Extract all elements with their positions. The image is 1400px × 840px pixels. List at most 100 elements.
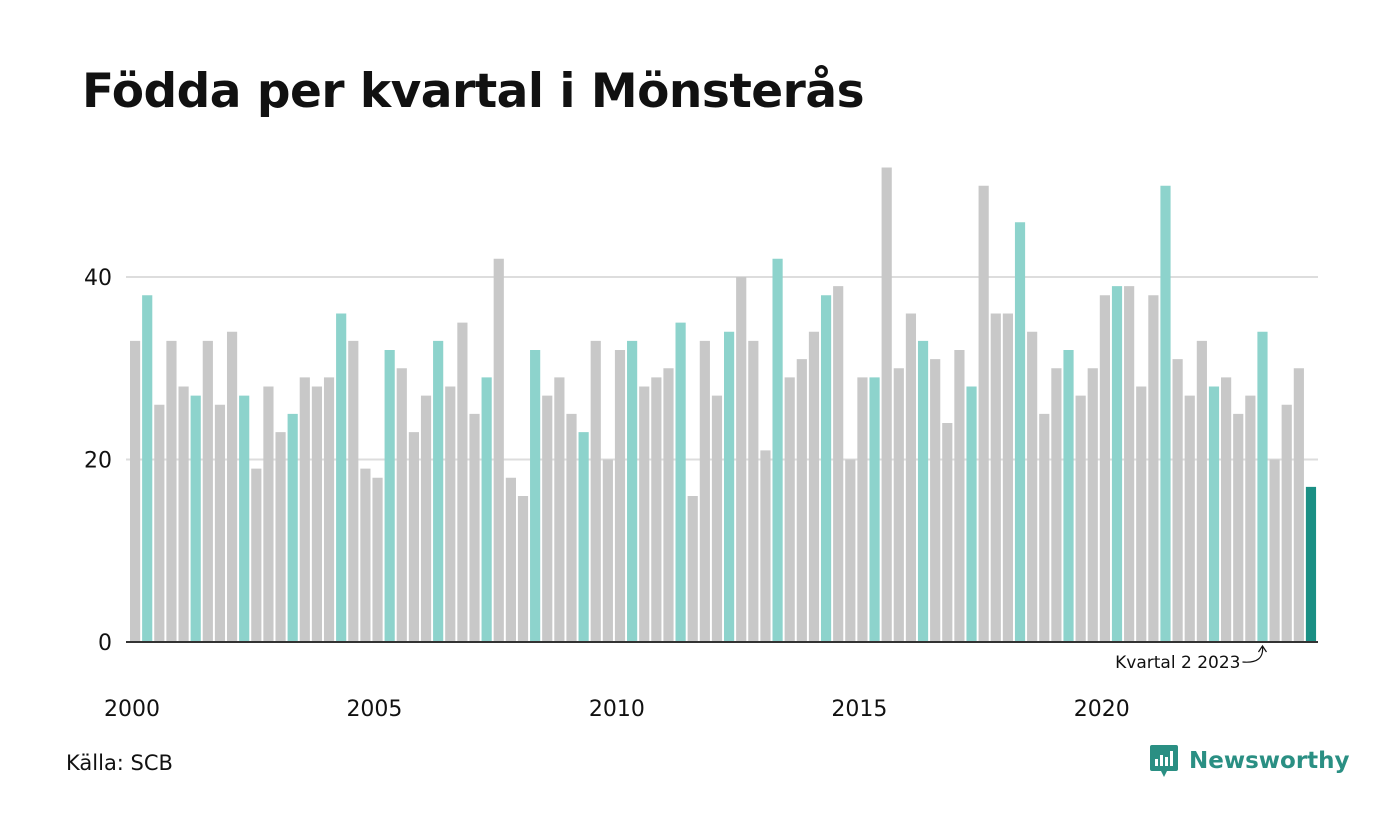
bar: [384, 350, 395, 642]
bar: [845, 459, 856, 642]
bar: [675, 322, 686, 643]
bar: [1075, 395, 1086, 643]
bar: [214, 404, 226, 642]
bar: [372, 477, 383, 642]
bar: [433, 340, 444, 643]
bar: [784, 377, 795, 643]
bar: [1148, 295, 1159, 642]
y-tick-label: 40: [84, 266, 112, 291]
bar: [263, 386, 274, 642]
chart-title: Födda per kvartal i Mönsterås: [82, 64, 865, 119]
y-tick-label: 0: [98, 631, 112, 656]
annotation: Kvartal 2 2023: [1115, 644, 1267, 673]
bar: [408, 432, 419, 643]
bar: [930, 359, 941, 643]
bar: [1233, 413, 1244, 643]
bar: [299, 377, 310, 643]
bar: [275, 432, 286, 643]
newsworthy-icon: [1150, 745, 1178, 777]
bar: [869, 377, 880, 643]
bar: [820, 295, 832, 642]
bar: [287, 413, 298, 643]
bar: [760, 450, 771, 643]
bar: [457, 322, 468, 643]
bar: [323, 377, 335, 643]
annotation-arrow: [1242, 645, 1264, 663]
bar: [1014, 222, 1026, 642]
bar: [627, 340, 638, 643]
bar: [1111, 286, 1123, 643]
bar: [748, 340, 759, 643]
bar: [493, 258, 504, 642]
bar: [1184, 395, 1195, 643]
bar: [202, 340, 213, 643]
bar: [578, 432, 589, 643]
bar: [917, 340, 929, 643]
bar: [469, 413, 480, 643]
bar: [954, 350, 965, 642]
bar: [1305, 486, 1317, 643]
x-tick-label: 2020: [1074, 697, 1130, 722]
bar: [542, 395, 553, 643]
bar: [651, 377, 662, 643]
bar: [1087, 368, 1098, 642]
bar: [396, 368, 407, 642]
bar: [663, 368, 674, 642]
y-tick-label: 20: [84, 449, 112, 474]
bar: [857, 377, 868, 643]
bar: [1196, 340, 1207, 643]
bar: [142, 295, 153, 642]
bar: [833, 286, 844, 643]
bar: [1136, 386, 1147, 642]
y-axis-ticks: 0 20 40: [84, 266, 112, 656]
bar: [699, 340, 710, 643]
bar: [1099, 295, 1110, 642]
bar: [517, 496, 529, 642]
bar: [154, 404, 165, 642]
bar: [990, 313, 1001, 642]
x-axis-ticks: 2000 2005 2010 2015 2020: [104, 697, 1130, 722]
x-tick-label: 2000: [104, 697, 160, 722]
bar: [1027, 331, 1038, 642]
bar: [808, 331, 820, 642]
bar: [251, 468, 262, 643]
x-tick-label: 2010: [589, 697, 645, 722]
bar-series: [130, 167, 1317, 643]
bar: [166, 340, 177, 643]
bar: [530, 350, 541, 642]
bar: [1039, 413, 1050, 643]
bar: [772, 258, 783, 642]
bar: [348, 340, 359, 643]
bar: [796, 359, 807, 643]
bar: [736, 277, 747, 642]
bar: [1172, 359, 1183, 643]
bar: [1160, 185, 1171, 642]
x-tick-label: 2015: [831, 697, 887, 722]
annotation-label: Kvartal 2 2023: [1115, 653, 1240, 673]
bar: [905, 313, 917, 642]
bar: [178, 386, 189, 642]
bar: [881, 167, 892, 642]
bar: [724, 331, 735, 642]
bar: [130, 340, 141, 643]
bar: [942, 423, 953, 642]
bar: [1281, 404, 1292, 642]
bar: [1221, 377, 1232, 643]
bar: [966, 386, 977, 642]
bar: [1124, 286, 1135, 643]
bar: [893, 368, 904, 642]
brand-logo[interactable]: Newsworthy: [1149, 744, 1350, 778]
bar: [226, 331, 238, 642]
bar: [711, 395, 723, 643]
bar: [978, 185, 989, 642]
bar: [481, 377, 492, 643]
bar: [239, 395, 250, 643]
bar: [1208, 386, 1220, 642]
bar: [445, 386, 456, 642]
source-note: Källa: SCB: [66, 751, 173, 775]
bar: [1269, 459, 1280, 642]
bar: [311, 386, 323, 642]
bar: [505, 477, 516, 642]
bar: [336, 313, 347, 642]
